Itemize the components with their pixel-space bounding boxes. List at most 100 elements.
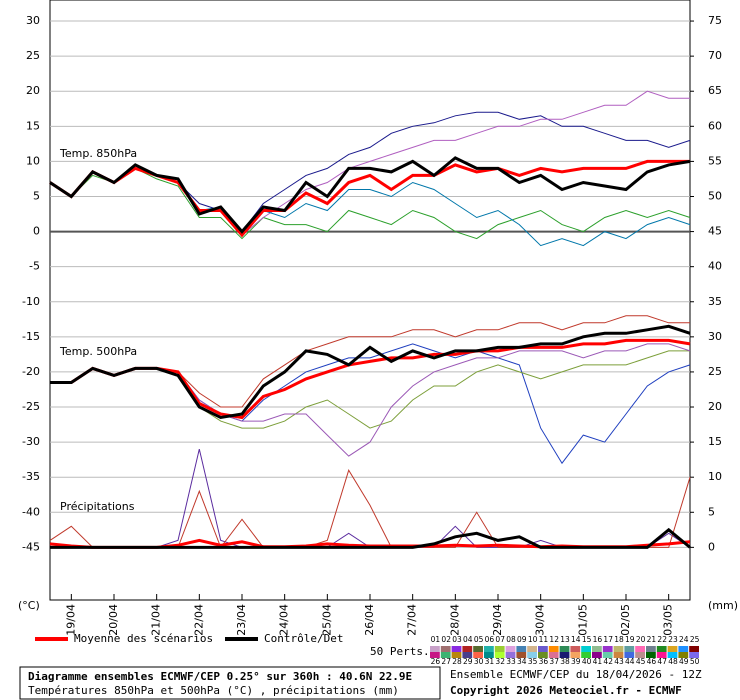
pert-label: 49 [679,657,689,666]
series-line [50,527,691,549]
y2-tick-label: 40 [708,260,722,273]
pert-swatch [624,646,635,652]
annotation: Précipitations [60,500,135,513]
y2-tick-label: 30 [708,330,722,343]
pert-swatch [527,652,537,658]
pert-label: 34 [517,657,527,666]
footer-subtitle: Températures 850hPa et 500hPa (°C) , pré… [28,684,399,697]
x-tick-label: 21/04 [150,604,163,636]
y2-tick-label: 55 [708,154,722,167]
y-tick-label: -25 [22,400,40,413]
pert-label: 08 [506,635,516,644]
series-line [49,156,691,234]
pert-swatch [624,652,635,658]
pert-label: 44 [625,657,635,666]
y2-tick-label: 45 [708,225,722,238]
pert-label: 40 [582,657,592,666]
y2-tick-label: 65 [708,84,722,97]
pert-swatch [635,646,645,652]
pert-swatch [559,646,570,652]
y-tick-label: -35 [22,470,40,483]
pert-swatch [613,646,624,652]
pert-swatch [527,646,537,652]
pert-swatch [538,652,548,658]
pert-swatch [592,646,602,652]
y2-tick-label: 0 [708,540,715,553]
plot-area [49,0,691,601]
y-tick-label: -30 [22,435,40,448]
pert-label: 05 [474,635,484,644]
x-tick-label: 25/04 [320,604,333,636]
pert-swatch [505,652,516,658]
pert-label: 13 [560,635,570,644]
annotation: Temp. 850hPa [59,147,137,160]
pert-swatch [667,652,678,658]
pert-swatch [678,652,689,658]
pert-swatch [646,652,656,658]
pert-label: 36 [539,657,549,666]
pert-swatch [656,652,667,658]
y-tick-label: 25 [26,49,40,62]
y-tick-label: -40 [22,505,40,518]
y-tick-label: 5 [33,189,40,202]
pert-swatch [473,652,483,658]
pert-label: 38 [560,657,570,666]
copyright: Copyright 2026 Meteociel.fr - ECMWF [450,684,682,697]
pert-swatch [538,646,548,652]
pert-label: 14 [571,635,581,644]
pert-label: 31 [485,657,495,666]
pert-label: 09 [517,635,527,644]
y-tick-label: -20 [22,365,40,378]
pert-swatch [656,646,667,652]
pert-swatch [494,646,505,652]
pert-swatch [462,652,473,658]
pert-label: 25 [690,635,700,644]
pert-swatch [667,646,678,652]
x-tick-label: 03/05 [662,604,675,636]
pert-swatch [592,652,602,658]
pert-swatch [548,652,559,658]
pert-label: 47 [657,657,667,666]
pert-swatch [559,652,570,658]
x-tick-label: 27/04 [406,604,419,636]
x-tick-label: 02/05 [619,604,632,636]
x-tick-label: 20/04 [107,604,120,636]
pert-label: 37 [549,657,559,666]
x-tick-label: 29/04 [491,604,504,636]
pert-swatch [440,646,451,652]
pert-label: 18 [614,635,624,644]
y2-tick-label: 70 [708,49,722,62]
pert-swatch [473,646,483,652]
pert-label: 19 [625,635,635,644]
legend-label: Contrôle/Det [264,632,343,645]
pert-swatch [494,652,505,658]
pert-label: 07 [495,635,505,644]
pert-label: 24 [679,635,689,644]
y-tick-label: 30 [26,14,40,27]
pert-swatch [602,652,613,658]
series-line [50,324,691,420]
pert-swatch [570,652,581,658]
pert-label: 29 [463,657,473,666]
pert-label: 42 [603,657,613,666]
pert-label: 20 [636,635,646,644]
pert-label: 21 [647,635,657,644]
x-tick-label: 30/04 [534,604,547,636]
pert-swatch [548,646,559,652]
series-line [49,167,691,240]
x-tick-label: 28/04 [448,604,461,636]
x-tick-label: 26/04 [363,604,376,636]
pert-swatch [689,652,699,658]
pert-swatch [516,652,527,658]
pert-label: 27 [441,657,451,666]
pert-label: 39 [571,657,581,666]
x-tick-label: 24/04 [278,604,291,636]
y2-axis-label: (mm) [708,599,738,612]
pert-swatch [635,652,645,658]
pert-label: 17 [603,635,613,644]
pert-label: 33 [506,657,516,666]
pert-label: 01 [431,635,441,644]
pert-swatch [462,646,473,652]
pert-swatch [451,646,462,652]
x-tick-label: 01/05 [576,604,589,636]
